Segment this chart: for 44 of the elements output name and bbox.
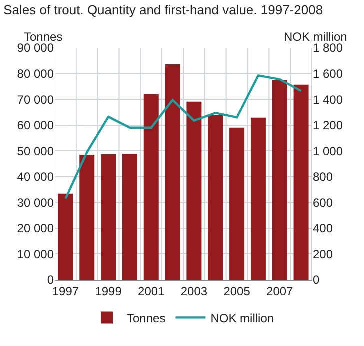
- x-tick-label: 2007: [266, 284, 294, 298]
- x-tick-label: 1999: [95, 284, 122, 298]
- x-tick-label: 2003: [180, 284, 208, 298]
- y2-tick-label: 0: [313, 273, 320, 288]
- x-tick-label: 1997: [52, 284, 80, 298]
- y2-tick-label: 600: [313, 196, 334, 210]
- y2-axis-title: NOK million: [284, 30, 348, 44]
- x-tick-label: 2005: [224, 284, 251, 298]
- x-tick-label: 2001: [138, 284, 166, 298]
- y-tick-label: 0: [47, 273, 54, 288]
- bar: [165, 64, 180, 280]
- y-tick-label: 30 000: [17, 196, 54, 210]
- bar: [186, 102, 202, 280]
- bar: [58, 194, 74, 280]
- legend-label: Tonnes: [127, 311, 166, 326]
- bar: [250, 118, 266, 280]
- bar: [80, 154, 95, 280]
- bar: [101, 154, 116, 280]
- y2-tick-label: 1 600: [313, 66, 344, 81]
- y-tick-label: 60 000: [17, 118, 54, 133]
- y-tick-label: 40 000: [17, 170, 54, 184]
- y2-tick-label: 1 200: [313, 118, 344, 133]
- bar: [144, 94, 159, 280]
- y-tick-label: 20 000: [17, 222, 54, 236]
- y-tick-label: 10 000: [17, 247, 54, 262]
- y-tick-label: 70 000: [17, 92, 54, 107]
- y2-tick-label: 1 400: [313, 92, 344, 107]
- bar: [208, 116, 224, 280]
- line-series: [64, 74, 302, 200]
- bar: [122, 154, 138, 280]
- chart-title: Sales of trout. Quantity and first-hand value. 1997-2008: [4, 2, 324, 18]
- y2-tick-label: 400: [313, 222, 334, 236]
- legend-label: NOK million: [210, 311, 274, 326]
- y2-tick-label: 1 800: [313, 41, 344, 56]
- bar: [272, 80, 288, 280]
- bar: [230, 128, 245, 280]
- y-tick-label: 50 000: [17, 144, 54, 158]
- y2-tick-label: 1 000: [313, 144, 344, 158]
- y2-tick-label: 200: [313, 247, 334, 262]
- y-tick-label: 80 000: [17, 66, 54, 81]
- y2-tick-label: 800: [313, 170, 334, 184]
- y-tick-label: 90 000: [17, 41, 54, 56]
- bar: [294, 84, 309, 280]
- y-axis-title: Tonnes: [24, 30, 63, 44]
